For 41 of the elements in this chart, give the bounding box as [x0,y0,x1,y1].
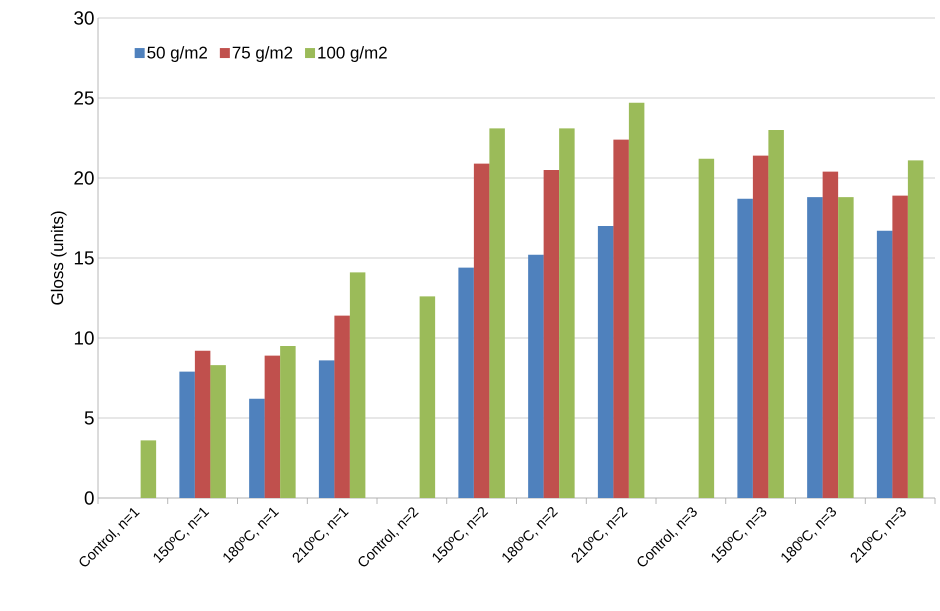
bar [474,164,490,498]
bar [458,268,474,498]
bar [892,196,908,498]
bar [489,128,505,498]
bar [908,160,924,498]
y-tick-label: 0 [84,491,94,505]
bar [350,272,366,498]
bar [334,316,350,498]
bar [628,102,644,498]
bar [264,356,280,498]
y-tick-label: 25 [74,91,94,105]
bar [318,360,334,498]
y-tick-label: 20 [74,171,94,185]
bar [768,130,784,498]
bar [420,296,436,498]
y-tick-label: 10 [74,331,94,345]
bar [544,170,560,498]
bar [752,156,768,498]
legend-label: 75 g/m2 [232,46,292,62]
bar [249,398,265,498]
bar [807,197,823,498]
bar [179,372,195,498]
bar [528,254,544,498]
y-tick-label: 5 [84,411,94,425]
bar [613,140,629,498]
bar [838,197,854,498]
bar [822,172,838,498]
legend-label: 50 g/m2 [147,46,207,62]
bar [598,226,614,498]
legend-label: 100 g/m2 [318,46,387,62]
y-tick-label: 15 [74,251,94,265]
y-tick-label: 30 [74,11,94,25]
y-axis-title: Gloss (units) [50,212,67,305]
bar [876,230,892,498]
bar [280,346,296,498]
bar [210,365,226,498]
bar [698,158,714,498]
bar [194,350,210,498]
bar [737,198,753,498]
bar [559,128,575,498]
bar [140,440,156,498]
